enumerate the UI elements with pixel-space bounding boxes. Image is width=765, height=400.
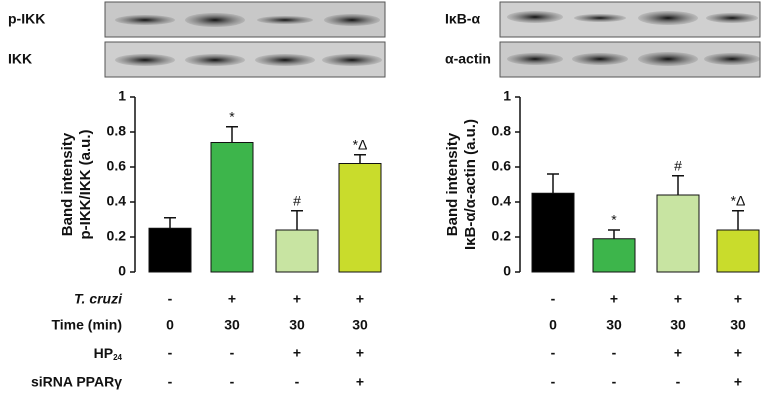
blot-band: [115, 15, 175, 25]
condition-value: +: [734, 374, 742, 390]
bar: [148, 227, 192, 273]
y-tick-label: 0.8: [492, 123, 512, 139]
annotation: *Δ: [353, 136, 368, 152]
condition-value: -: [168, 291, 173, 307]
condition-label-text: HP: [94, 345, 113, 361]
y-axis-label: Band intensity: [444, 132, 461, 236]
blot-band: [507, 11, 563, 23]
condition-value: -: [551, 291, 556, 307]
bar: [716, 229, 760, 273]
blot-band: [704, 53, 760, 65]
condition-value: +: [734, 345, 742, 361]
condition-value: -: [676, 374, 681, 390]
bar: [592, 238, 636, 273]
condition-value: +: [228, 291, 236, 307]
blot-left: [104, 1, 386, 78]
y-tick-label: 0.2: [492, 228, 512, 244]
condition-label: siRNA PPARγ: [31, 374, 122, 390]
y-tick-label: 0.6: [492, 158, 512, 174]
condition-value: -: [551, 374, 556, 390]
condition-value: 30: [289, 317, 305, 333]
condition-value: +: [674, 291, 682, 307]
bar: [531, 192, 575, 273]
blot-label: p-IKK: [8, 11, 45, 27]
blot-band: [706, 13, 758, 23]
condition-value: -: [230, 345, 235, 361]
bar: [275, 229, 319, 273]
y-axis-label: p-IKK/IKK (a.u.): [77, 130, 94, 240]
condition-label: T. cruzi: [74, 291, 123, 307]
blot-band: [322, 54, 382, 66]
y-tick-label: 0.4: [107, 193, 127, 209]
condition-value: +: [610, 291, 618, 307]
blot-band: [638, 52, 698, 66]
condition-value: 0: [166, 317, 174, 333]
y-tick-label: 0.4: [492, 193, 512, 209]
y-tick-label: 1: [118, 88, 126, 104]
bar: [338, 163, 382, 273]
y-axis-label: Band intensity: [59, 132, 76, 236]
condition-value: -: [612, 345, 617, 361]
condition-value: 30: [730, 317, 746, 333]
annotation: *: [611, 212, 617, 228]
condition-value: 30: [224, 317, 240, 333]
condition-value: -: [168, 374, 173, 390]
blot-band: [574, 14, 626, 22]
condition-value: -: [612, 374, 617, 390]
condition-label: Time (min): [51, 317, 122, 333]
y-tick-label: 0: [118, 263, 126, 279]
blot-band: [572, 53, 628, 65]
blot-label: IKK: [8, 51, 32, 67]
condition-value: +: [734, 291, 742, 307]
blot-band: [185, 54, 245, 66]
condition-value: 30: [352, 317, 368, 333]
blot-label: α-actin: [445, 51, 491, 67]
y-tick-label: 1: [503, 88, 511, 104]
condition-value: 0: [549, 317, 557, 333]
condition-value: +: [293, 291, 301, 307]
condition-value: +: [356, 345, 364, 361]
blot-band: [257, 16, 313, 24]
blot-band: [185, 13, 245, 27]
y-tick-label: 0: [503, 263, 511, 279]
annotation: *Δ: [731, 192, 746, 208]
y-tick-label: 0.8: [107, 123, 127, 139]
condition-value: -: [168, 345, 173, 361]
y-tick-label: 0.2: [107, 228, 127, 244]
blot-band: [115, 54, 175, 66]
condition-value: -: [551, 345, 556, 361]
condition-value: +: [293, 345, 301, 361]
blot-band: [638, 11, 698, 25]
condition-value: +: [356, 374, 364, 390]
y-tick-label: 0.6: [107, 158, 127, 174]
y-axis-label: IκB-α/α-actin (a.u.): [462, 119, 479, 250]
annotation: #: [674, 157, 682, 173]
condition-label: HP24: [94, 345, 123, 362]
condition-label-sub: 24: [113, 353, 122, 362]
bar: [210, 142, 254, 273]
condition-value: -: [295, 374, 300, 390]
condition-value: -: [230, 374, 235, 390]
condition-value: 30: [606, 317, 622, 333]
condition-value: 30: [670, 317, 686, 333]
blot-band: [324, 14, 380, 26]
blot-right: [499, 1, 761, 78]
blot-band: [507, 53, 563, 65]
annotation: *: [229, 108, 235, 124]
annotation: #: [293, 192, 301, 208]
blot-band: [255, 54, 315, 66]
blot-label: IκB-α: [445, 11, 480, 27]
condition-value: +: [674, 345, 682, 361]
bar: [656, 194, 700, 273]
condition-value: +: [356, 291, 364, 307]
